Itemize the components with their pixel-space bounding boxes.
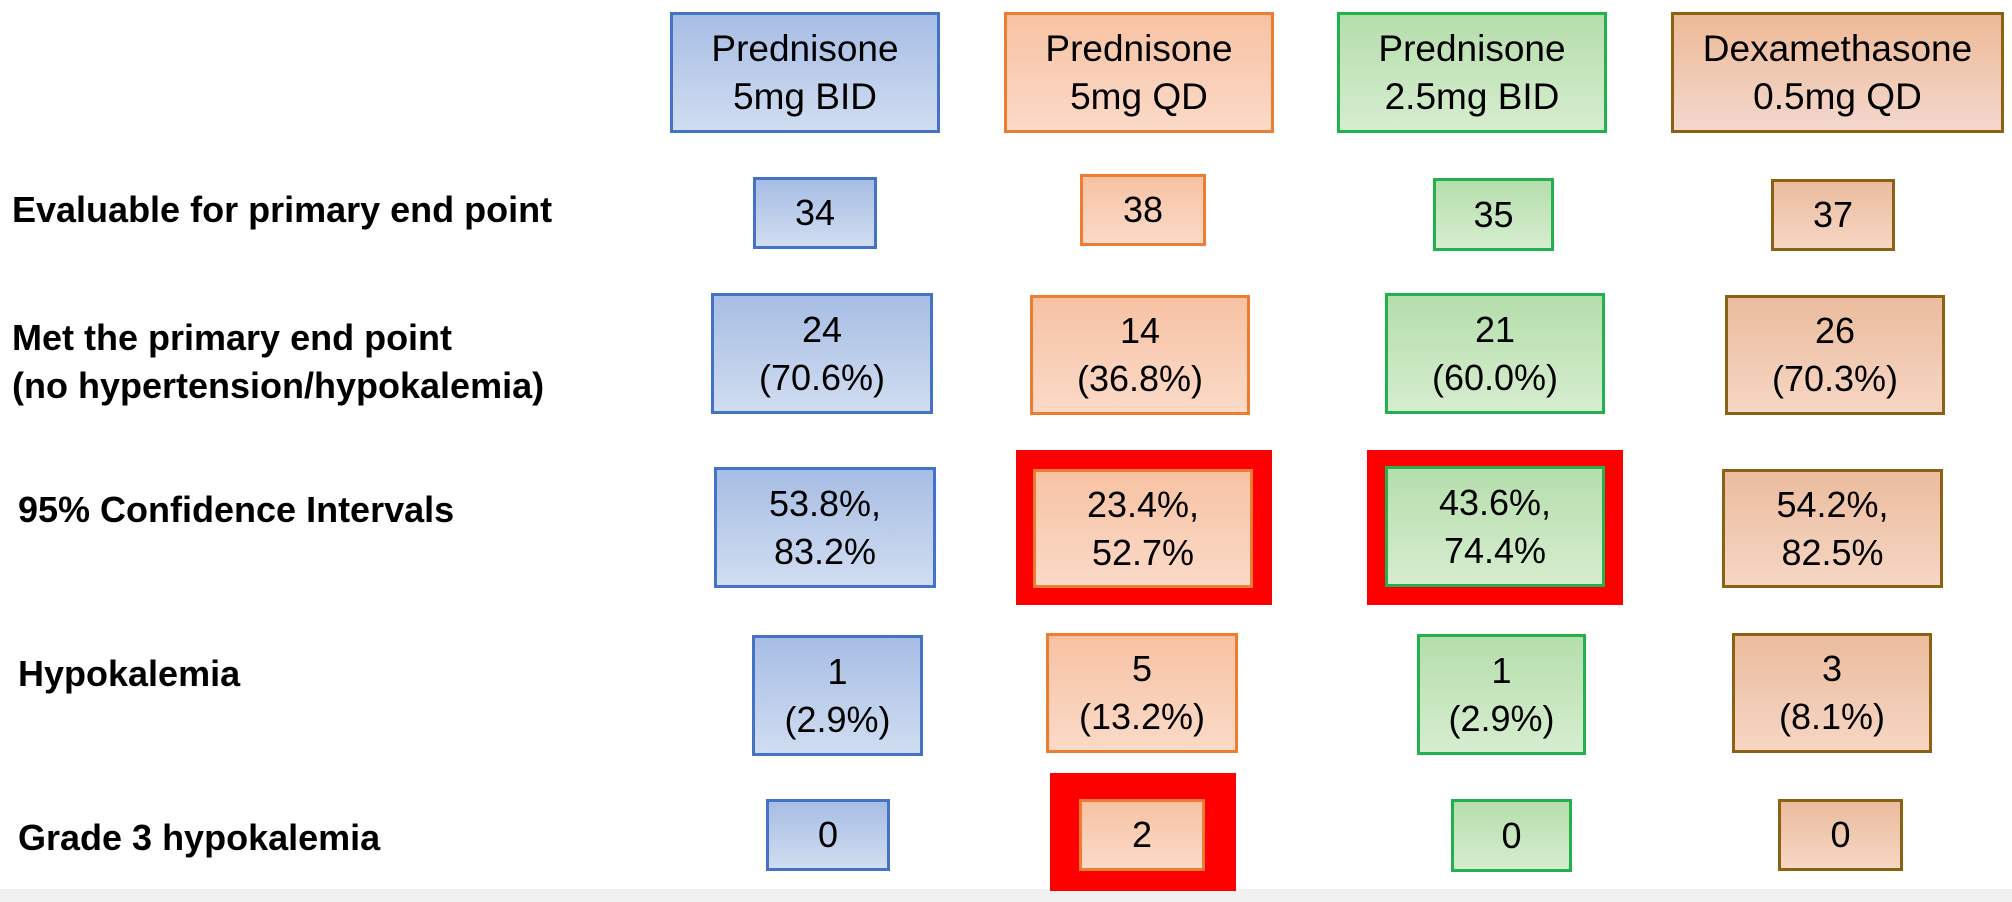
- cell-ci-pred-5mg-bid: 53.8%, 83.2%: [714, 467, 936, 588]
- row-label-confidence-intervals: 95% Confidence Intervals: [18, 489, 455, 530]
- bottom-strip: [0, 889, 2012, 902]
- header-prednisone-5mg-bid: Prednisone 5mg BID: [670, 12, 940, 133]
- cell-met-dexamethasone: 26 (70.3%): [1725, 295, 1945, 415]
- cell-met-pred-5mg-qd: 14 (36.8%): [1030, 295, 1250, 415]
- cell-evaluable-pred-5mg-bid: 34: [753, 177, 877, 249]
- cell-evaluable-dexamethasone: 37: [1771, 179, 1895, 251]
- header-dexamethasone-0-5mg-qd: Dexamethasone 0.5mg QD: [1671, 12, 2004, 133]
- row-label-evaluable: Evaluable for primary end point: [12, 189, 553, 230]
- cell-grade3-dexamethasone: 0: [1778, 799, 1903, 871]
- row-label-grade3-hypokalemia: Grade 3 hypokalemia: [18, 817, 381, 858]
- cell-grade3-pred-5mg-qd: 2: [1079, 799, 1205, 871]
- cell-met-pred-2-5mg-bid: 21 (60.0%): [1385, 293, 1605, 414]
- cell-hypokalemia-pred-5mg-qd: 5 (13.2%): [1046, 633, 1238, 753]
- cell-grade3-pred-2-5mg-bid: 0: [1451, 799, 1572, 872]
- cell-met-pred-5mg-bid: 24 (70.6%): [711, 293, 933, 414]
- cell-ci-dexamethasone: 54.2%, 82.5%: [1722, 469, 1943, 588]
- row-label-met-primary-end-point: Met the primary end point (no hypertensi…: [12, 317, 545, 406]
- header-text: Prednisone 5mg BID: [711, 27, 899, 117]
- row-label-hypokalemia: Hypokalemia: [18, 653, 241, 694]
- cell-hypokalemia-pred-2-5mg-bid: 1 (2.9%): [1417, 634, 1586, 755]
- header-text: Prednisone 5mg QD: [1045, 27, 1233, 117]
- cell-ci-pred-2-5mg-bid: 43.6%, 74.4%: [1385, 466, 1605, 587]
- cell-grade3-pred-5mg-bid: 0: [766, 799, 890, 871]
- cell-evaluable-pred-2-5mg-bid: 35: [1433, 178, 1554, 251]
- header-text: Dexamethasone 0.5mg QD: [1702, 27, 1973, 117]
- cell-ci-pred-5mg-qd: 23.4%, 52.7%: [1033, 469, 1253, 588]
- header-prednisone-5mg-qd: Prednisone 5mg QD: [1004, 12, 1274, 133]
- header-prednisone-2-5mg-bid: Prednisone 2.5mg BID: [1337, 12, 1607, 133]
- cell-evaluable-pred-5mg-qd: 38: [1080, 174, 1206, 246]
- cell-hypokalemia-dexamethasone: 3 (8.1%): [1732, 633, 1932, 753]
- header-text: Prednisone 2.5mg BID: [1378, 27, 1566, 117]
- cell-hypokalemia-pred-5mg-bid: 1 (2.9%): [752, 635, 923, 756]
